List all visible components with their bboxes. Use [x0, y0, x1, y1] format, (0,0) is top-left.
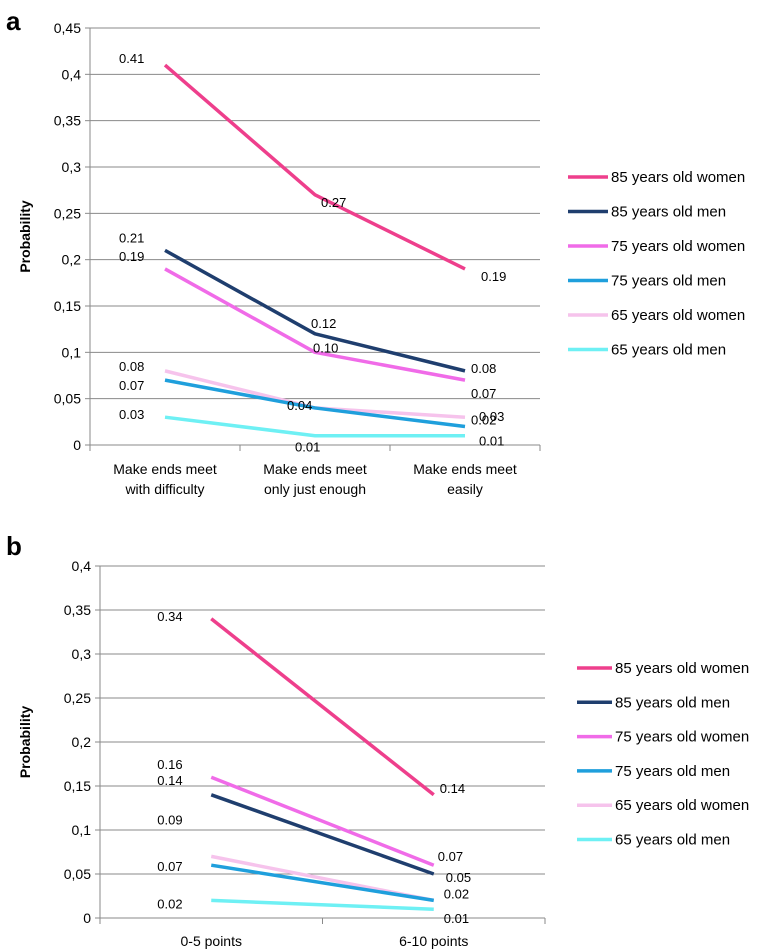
x-tick-label-line: easily [447, 481, 483, 497]
y-tick-label: 0 [83, 910, 91, 926]
series-line [210, 863, 435, 903]
data-label: 0.27 [321, 195, 346, 210]
data-label: 0.01 [444, 911, 469, 926]
x-tick-label-line: Make ends meet [263, 461, 367, 477]
legend-label: 65 years old men [615, 832, 730, 849]
data-label: 0.02 [157, 896, 182, 911]
y-tick-label: 0,35 [64, 602, 91, 618]
data-label: 0.08 [471, 361, 496, 376]
data-label: 0.03 [479, 409, 504, 424]
series-line [210, 617, 435, 797]
panel-letter: b [6, 531, 22, 561]
data-label: 0.07 [471, 386, 496, 401]
y-tick-label: 0,15 [64, 778, 91, 794]
series-line [211, 898, 434, 911]
x-tick-label-line: Make ends meet [413, 461, 517, 477]
y-axis-title: Probability [17, 706, 33, 779]
data-label: 0.07 [157, 859, 182, 874]
data-label: 0.01 [295, 440, 320, 455]
data-label: 0.08 [119, 359, 144, 374]
series-line [164, 267, 466, 382]
x-tick-label: 0-5 points [181, 933, 242, 949]
y-tick-label: 0,45 [54, 20, 81, 36]
series-line [210, 775, 435, 867]
y-tick-label: 0,4 [62, 66, 82, 82]
x-tick-label: Make ends meet only just enough [263, 461, 367, 497]
legend-label: 75 years old men [611, 273, 726, 290]
legend-label: 85 years old men [611, 204, 726, 221]
y-tick-label: 0,15 [54, 298, 81, 314]
y-tick-label: 0,25 [54, 205, 81, 221]
legend-label: 85 years old women [615, 660, 749, 677]
x-tick-label-line: only just enough [264, 481, 366, 497]
y-tick-label: 0,1 [72, 822, 92, 838]
y-axis-title: Probability [17, 200, 33, 273]
y-tick-label: 0,05 [64, 866, 91, 882]
series-line [163, 63, 466, 271]
series-line [164, 369, 466, 419]
data-label: 0.07 [438, 849, 463, 864]
y-tick-label: 0,05 [54, 391, 81, 407]
data-label: 0.21 [119, 230, 144, 245]
y-tick-label: 0 [73, 437, 81, 453]
data-label: 0.04 [287, 398, 312, 413]
data-label: 0.16 [157, 757, 182, 772]
x-tick-label-line: 6-10 points [399, 933, 468, 949]
x-tick-label-line: Make ends meet [113, 461, 217, 477]
data-label: 0.01 [479, 434, 504, 449]
legend-label: 75 years old women [615, 729, 749, 746]
data-label: 0.19 [481, 269, 506, 284]
legend-label: 75 years old women [611, 238, 745, 255]
y-tick-label: 0,3 [72, 646, 92, 662]
x-tick-label: Make ends meet easily [413, 461, 517, 497]
data-label: 0.10 [313, 340, 338, 355]
legend-label: 65 years old women [615, 797, 749, 814]
chart-panel-b: b 0 0,05 0,1 0,15 0,2 0,25 0,3 0,35 0,4 0-5 points… [6, 531, 749, 949]
data-label: 0.41 [119, 51, 144, 66]
legend-label: 65 years old women [611, 307, 745, 324]
data-label: 0.02 [444, 886, 469, 901]
y-tick-label: 0,3 [62, 159, 82, 175]
legend-label: 75 years old men [615, 763, 730, 780]
y-tick-label: 0,25 [64, 690, 91, 706]
series-line [164, 415, 465, 438]
data-label: 0.19 [119, 249, 144, 264]
legend-label: 85 years old men [615, 694, 730, 711]
data-label: 0.09 [157, 812, 182, 827]
data-label: 0.05 [446, 870, 471, 885]
chart-panel-a: a 0 0,05 0,1 0,15 0,2 0,25 0,3 0,35 0,4 0,45 Make e… [6, 6, 745, 497]
x-tick-label-line: with difficulty [124, 481, 204, 497]
series-line [164, 248, 466, 373]
data-label: 0.14 [157, 773, 182, 788]
data-label: 0.07 [119, 378, 144, 393]
x-tick-label: Make ends meet with difficulty [113, 461, 217, 497]
y-tick-label: 0,4 [72, 558, 92, 574]
y-tick-label: 0,35 [54, 113, 81, 129]
legend-label: 65 years old men [611, 342, 726, 359]
series-line [210, 793, 435, 876]
data-label: 0.12 [311, 316, 336, 331]
x-tick-label-line: 0-5 points [181, 933, 242, 949]
y-tick-label: 0,1 [62, 344, 82, 360]
data-label: 0.34 [157, 609, 182, 624]
panel-letter: a [6, 6, 21, 36]
data-label: 0.02 [471, 412, 496, 427]
legend-label: 85 years old women [611, 169, 745, 186]
y-tick-label: 0,2 [72, 734, 92, 750]
series-line [164, 378, 466, 429]
x-tick-label: 6-10 points [399, 933, 468, 949]
data-label: 0.03 [119, 407, 144, 422]
data-label: 0.14 [440, 781, 465, 796]
y-tick-label: 0,2 [62, 252, 82, 268]
